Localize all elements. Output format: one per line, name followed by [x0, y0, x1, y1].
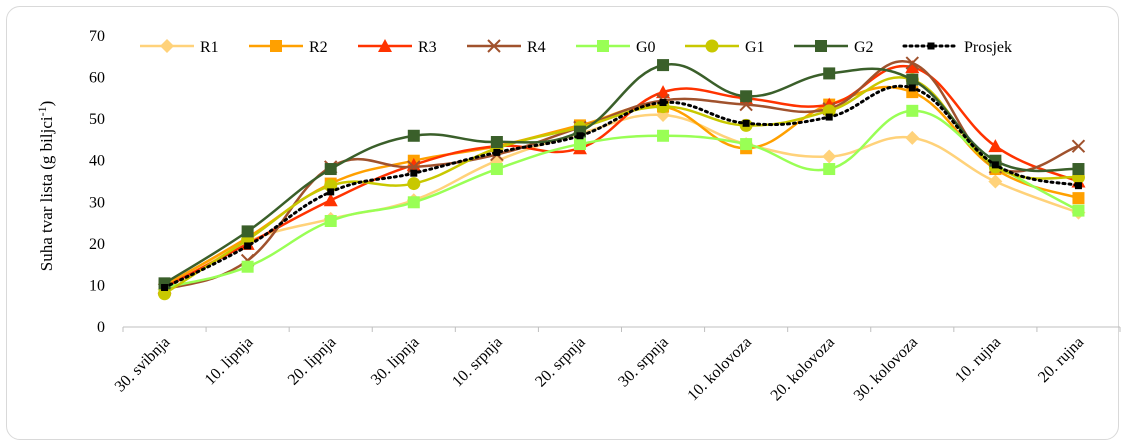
legend-item-g0: G0 — [576, 39, 656, 56]
x-tick-label: 10. lipnja — [202, 334, 257, 389]
x-tick-label: 30. srpnja — [615, 334, 672, 391]
data-point-g0 — [823, 163, 836, 176]
y-tick-label: 70 — [89, 28, 105, 45]
x-tick-label: 20. kolovoza — [768, 334, 838, 404]
legend-marker — [270, 40, 282, 52]
series-line-g2 — [163, 62, 1079, 285]
y-tick-label: 30 — [89, 194, 105, 211]
y-tick-label: 40 — [89, 153, 105, 170]
data-point-g0 — [740, 138, 753, 151]
series-line-g0 — [164, 109, 1080, 289]
y-tick-label: 50 — [89, 111, 105, 128]
data-point-prosjek — [908, 84, 916, 92]
series-line-prosjek — [163, 84, 1080, 290]
legend-item-g2: G2 — [794, 39, 874, 56]
legend-label: G1 — [745, 39, 765, 56]
data-point-r4 — [905, 56, 919, 70]
data-point-r3 — [905, 60, 920, 74]
data-point-r1 — [822, 149, 837, 164]
x-tick-label: 30. svibnja — [112, 334, 174, 396]
y-tick-label: 10 — [89, 277, 105, 294]
data-point-g2 — [407, 129, 420, 142]
data-point-g2 — [241, 225, 254, 238]
data-point-prosjek — [244, 242, 252, 250]
x-tick-label: 20. lipnja — [285, 334, 340, 389]
legend-marker — [597, 40, 609, 52]
data-point-prosjek — [410, 169, 418, 177]
data-point-g2 — [823, 67, 836, 80]
data-point-g2 — [657, 59, 670, 72]
legend-marker — [378, 39, 392, 52]
legend-item-r3: R3 — [358, 39, 437, 56]
data-point-prosjek — [742, 119, 750, 127]
data-point-g0 — [657, 129, 670, 142]
legend-marker — [160, 39, 174, 53]
x-tick-label: 10. srpnja — [449, 334, 506, 391]
legend-marker — [815, 40, 827, 52]
series-line-r3 — [163, 64, 1079, 289]
legend-item-r4: R4 — [467, 39, 546, 56]
legend-item-prosjek: Prosjek — [902, 39, 1012, 56]
data-point-g2 — [490, 136, 503, 149]
x-tick-label: 30. kolovoza — [851, 334, 921, 404]
x-tick-label: 30. lipnja — [368, 334, 423, 389]
x-tick-label: 10. kolovoza — [684, 334, 754, 404]
data-point-prosjek — [991, 161, 999, 169]
series-line-r1 — [163, 113, 1079, 291]
legend-label: Prosjek — [964, 39, 1012, 56]
data-point-r1 — [988, 174, 1003, 189]
data-point-r4 — [1071, 139, 1086, 153]
data-point-prosjek — [1074, 182, 1082, 190]
data-point-g0 — [490, 163, 503, 176]
data-point-prosjek — [659, 99, 667, 107]
y-tick-label: 60 — [89, 70, 105, 87]
legend-marker — [705, 39, 719, 53]
legend-label: G2 — [854, 39, 874, 56]
legend-label: R2 — [309, 39, 328, 56]
data-point-prosjek — [161, 284, 169, 292]
legend-item-r2: R2 — [249, 39, 328, 56]
data-point-g1 — [407, 177, 421, 191]
series-g2 — [158, 59, 1085, 290]
data-point-g2 — [906, 73, 919, 86]
y-tick-label: 0 — [97, 319, 105, 336]
data-point-r3 — [988, 139, 1003, 153]
data-point-g2 — [324, 163, 337, 176]
data-point-r3 — [656, 85, 671, 99]
legend-label: R1 — [200, 39, 219, 56]
data-point-g2 — [1072, 163, 1085, 176]
y-axis-label: Suha tvar lista (g biljci-1) — [35, 101, 56, 272]
legend-marker — [927, 42, 935, 50]
data-point-prosjek — [825, 113, 833, 121]
data-point-g0 — [407, 196, 420, 209]
legend-label: G0 — [636, 39, 656, 56]
x-tick-label: 20. srpnja — [532, 334, 589, 391]
legend-marker — [487, 39, 501, 53]
data-point-prosjek — [576, 132, 584, 140]
legend-label: R4 — [527, 39, 546, 56]
data-point-g0 — [573, 138, 586, 151]
data-point-g0 — [241, 260, 254, 273]
data-point-prosjek — [327, 188, 335, 196]
data-point-r2 — [1072, 192, 1085, 205]
data-point-prosjek — [493, 148, 501, 156]
series-prosjek — [161, 84, 1082, 292]
y-tick-label: 20 — [89, 236, 105, 253]
data-point-g0 — [906, 104, 919, 117]
legend-item-g1: G1 — [685, 39, 765, 56]
x-tick-label: 20. rujna — [1035, 334, 1087, 386]
legend-item-r1: R1 — [140, 39, 219, 56]
data-point-g0 — [1072, 204, 1085, 217]
x-tick-label: 10. rujna — [952, 334, 1004, 386]
data-point-g0 — [324, 214, 337, 227]
series-g1 — [158, 73, 1085, 301]
data-point-g2 — [740, 90, 753, 103]
data-point-r1 — [905, 130, 920, 145]
data-point-r3 — [323, 193, 338, 207]
legend-label: R3 — [418, 39, 437, 56]
